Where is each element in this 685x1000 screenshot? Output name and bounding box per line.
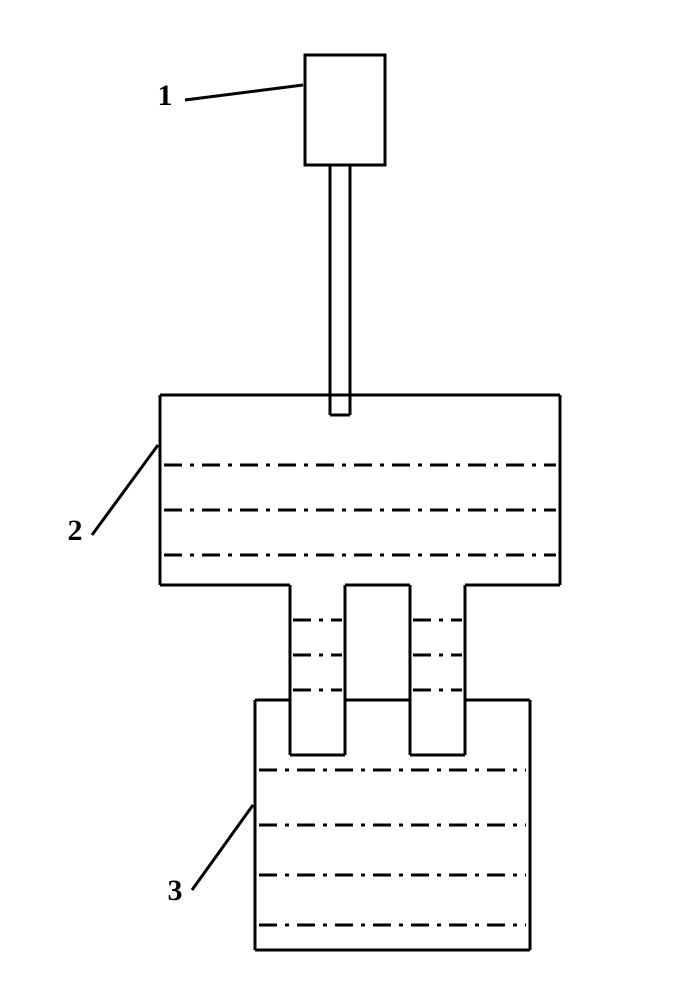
- leader-l1: [185, 85, 303, 100]
- label-l1: 1: [158, 79, 173, 112]
- leader-l3: [192, 805, 253, 890]
- component-1-box: [305, 55, 385, 165]
- leader-l2: [92, 445, 158, 535]
- label-l3: 3: [168, 874, 183, 907]
- label-l2: 2: [68, 514, 83, 547]
